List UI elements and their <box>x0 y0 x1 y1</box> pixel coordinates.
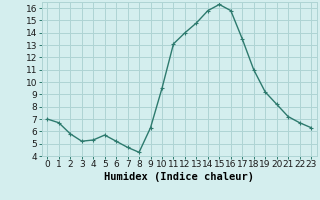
X-axis label: Humidex (Indice chaleur): Humidex (Indice chaleur) <box>104 172 254 182</box>
